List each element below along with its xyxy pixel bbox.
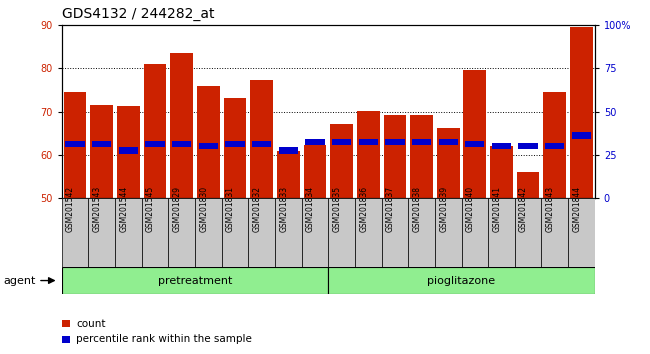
Bar [515,198,541,267]
Text: GSM201545: GSM201545 [146,185,155,232]
Bar [119,147,138,154]
Text: GSM201836: GSM201836 [359,185,368,232]
Text: GSM201544: GSM201544 [120,185,129,232]
Bar [252,141,271,147]
Bar [439,139,458,145]
Bar [330,124,353,198]
Bar [115,198,142,267]
Bar [543,92,566,198]
Text: GSM201542: GSM201542 [66,185,75,232]
Text: GSM201837: GSM201837 [386,185,395,232]
Bar [412,139,431,145]
Bar [197,86,220,198]
Bar [304,145,326,198]
Bar [382,198,408,267]
Bar [226,141,244,147]
Bar [172,141,191,147]
Text: GSM201844: GSM201844 [573,185,582,232]
Bar [66,141,84,147]
Text: pretreatment: pretreatment [158,275,232,286]
Bar [90,105,113,198]
Text: GSM201843: GSM201843 [546,185,555,232]
Bar [92,141,111,147]
Text: GSM201831: GSM201831 [226,185,235,232]
Bar [328,198,355,267]
Text: GSM201543: GSM201543 [93,185,101,232]
Text: GDS4132 / 244282_at: GDS4132 / 244282_at [62,7,214,21]
Bar [519,143,538,149]
Text: GSM201830: GSM201830 [200,185,208,232]
Bar [572,132,591,139]
Bar [541,198,568,267]
Bar [328,267,595,294]
Bar [332,139,351,145]
Bar [250,80,273,198]
Text: GSM201842: GSM201842 [519,185,528,232]
Bar [306,139,324,145]
Bar [384,115,406,198]
Bar [385,139,404,145]
Bar [568,198,595,267]
Bar [408,198,435,267]
Bar [275,198,302,267]
Bar [64,92,86,198]
Bar [195,198,222,267]
Bar [168,198,195,267]
Bar [279,147,298,154]
Text: agent: agent [3,275,36,286]
Bar [62,267,328,294]
Text: pioglitazone: pioglitazone [428,275,495,286]
Text: GSM201834: GSM201834 [306,185,315,232]
Bar [170,53,193,198]
Bar [224,98,246,198]
Bar [437,128,460,198]
Bar [302,198,328,267]
Bar [517,172,540,198]
Text: GSM201829: GSM201829 [173,185,182,232]
Bar [355,198,382,267]
Bar [492,143,511,149]
Text: GSM201835: GSM201835 [333,185,342,232]
Text: GSM201839: GSM201839 [439,185,448,232]
Bar [490,146,513,198]
Text: GSM201841: GSM201841 [493,185,502,232]
Bar [357,111,380,198]
Bar [222,198,248,267]
Text: GSM201838: GSM201838 [413,185,422,232]
Bar [359,139,378,145]
Bar [465,141,484,147]
Bar [88,198,115,267]
Bar [146,141,164,147]
Bar [410,115,433,198]
Bar [62,198,88,267]
Bar [435,198,462,267]
Bar [117,106,140,198]
Bar [462,198,488,267]
Bar [248,198,275,267]
Bar [570,27,593,198]
Bar [142,198,168,267]
Text: GSM201840: GSM201840 [466,185,474,232]
Text: GSM201833: GSM201833 [280,185,289,232]
Bar [144,64,166,198]
Bar [463,70,486,198]
Text: percentile rank within the sample: percentile rank within the sample [76,335,252,344]
Bar [545,143,564,149]
Bar [488,198,515,267]
Text: GSM201832: GSM201832 [253,185,261,232]
Bar [277,150,300,198]
Text: count: count [76,319,105,329]
Bar [199,143,218,149]
